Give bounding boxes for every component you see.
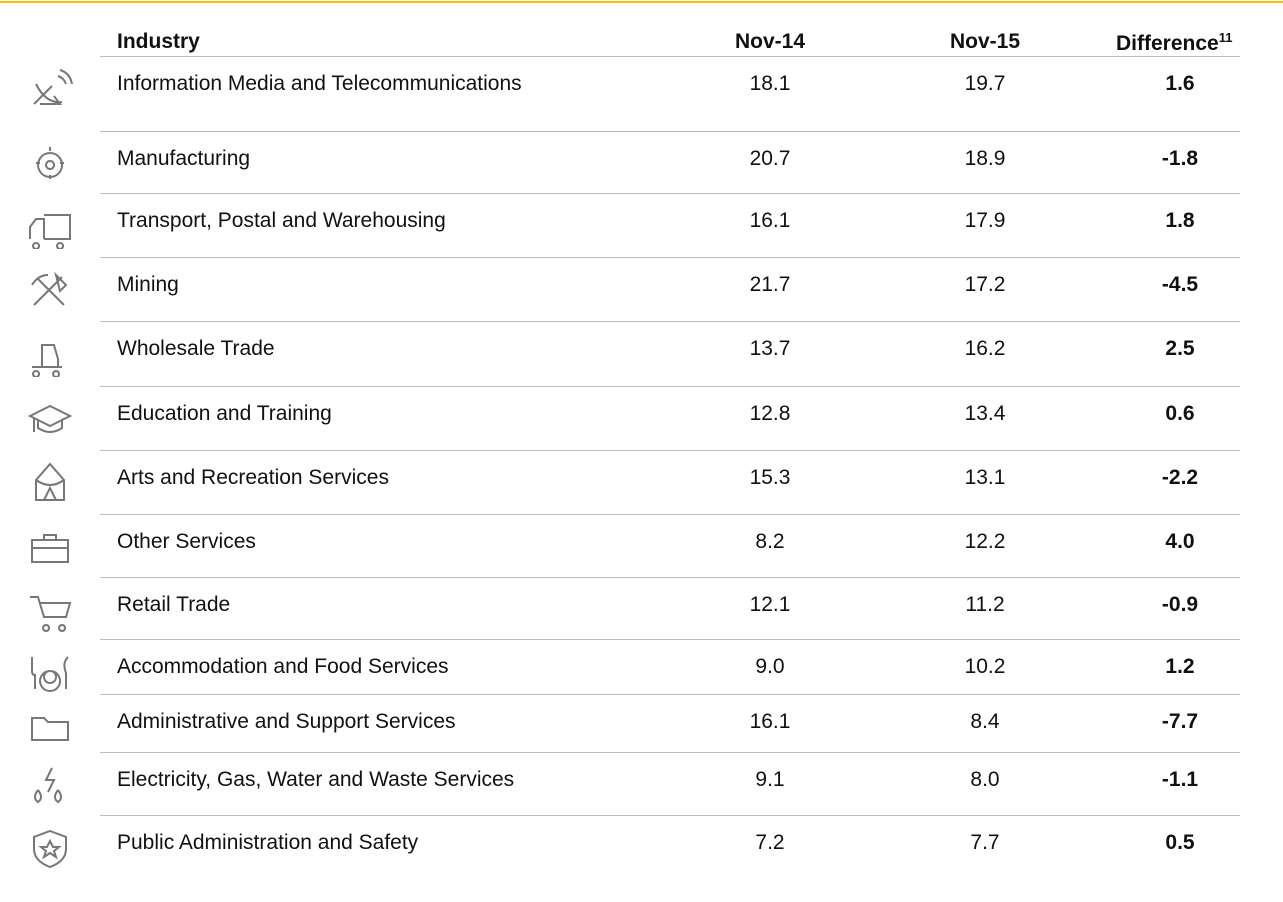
nov14-value: 12.1: [749, 593, 791, 616]
icon-shape: [33, 829, 67, 869]
row-separator: [100, 257, 1240, 258]
icon-shape: [30, 596, 72, 632]
row-separator: [100, 450, 1240, 451]
difference-value: -4.5: [1161, 273, 1199, 296]
industry-icon: [31, 717, 69, 741]
difference-value: 4.0: [1165, 530, 1195, 553]
nov14-value: 9.1: [755, 768, 785, 791]
header-difference: Difference11: [1116, 30, 1232, 56]
industry-name: Electricity, Gas, Water and Waste Servic…: [117, 768, 515, 791]
difference-value: 0.5: [1165, 831, 1195, 854]
industry-name: Information Media and Telecommunications: [117, 72, 522, 95]
nov14-value: 18.1: [749, 72, 791, 95]
nov15-value: 19.7: [964, 72, 1006, 95]
difference-value: 1.2: [1165, 655, 1195, 678]
nov15-value: 18.9: [964, 147, 1006, 170]
difference-value: 0.6: [1165, 402, 1195, 425]
row-separator: [100, 577, 1240, 578]
industry-name: Arts and Recreation Services: [117, 466, 389, 489]
row-separator: [100, 321, 1240, 322]
row-separator: [100, 56, 1240, 57]
industry-name: Transport, Postal and Warehousing: [117, 209, 446, 232]
difference-value: 2.5: [1165, 337, 1195, 360]
nov14-value: 9.0: [755, 655, 785, 678]
row-separator: [100, 815, 1240, 816]
nov14-value: 20.7: [749, 147, 791, 170]
header-industry: Industry: [117, 30, 200, 53]
nov15-value: 8.0: [970, 768, 1000, 791]
difference-value: -7.7: [1161, 710, 1199, 733]
industry-name: Mining: [117, 273, 179, 296]
industry-icon: [35, 462, 65, 501]
top-rule: [0, 1, 1283, 3]
industry-name: Wholesale Trade: [117, 337, 275, 360]
nov15-value: 13.1: [964, 466, 1006, 489]
nov15-value: 12.2: [964, 530, 1006, 553]
nov14-value: 13.7: [749, 337, 791, 360]
row-separator: [100, 514, 1240, 515]
row-separator: [100, 131, 1240, 132]
industry-icon: [30, 596, 72, 632]
icon-shape: [31, 656, 69, 692]
difference-value: -2.2: [1161, 466, 1199, 489]
nov15-value: 17.9: [964, 209, 1006, 232]
row-separator: [100, 694, 1240, 695]
row-separator: [100, 193, 1240, 194]
nov15-value: 7.7: [970, 831, 1000, 854]
difference-value: 1.8: [1165, 209, 1195, 232]
industry-icon: [27, 404, 73, 433]
nov15-value: 17.2: [964, 273, 1006, 296]
nov14-value: 16.1: [749, 209, 791, 232]
footnote-ref: 11: [1218, 30, 1233, 45]
industry-icon: [31, 656, 69, 692]
industry-icon: [29, 214, 71, 249]
nov14-value: 7.2: [755, 831, 785, 854]
nov15-value: 10.2: [964, 655, 1006, 678]
nov14-value: 12.8: [749, 402, 791, 425]
icon-shape: [31, 271, 68, 306]
industry-icon: [31, 271, 68, 306]
icon-shape: [36, 147, 64, 179]
nov15-value: 16.2: [964, 337, 1006, 360]
nov14-value: 21.7: [749, 273, 791, 296]
nov15-value: 11.2: [965, 593, 1005, 616]
industry-name: Administrative and Support Services: [117, 710, 456, 733]
icon-shape: [31, 717, 69, 741]
header-nov15: Nov-15: [949, 30, 1021, 53]
industry-name: Public Administration and Safety: [117, 831, 419, 854]
icon-shape: [34, 767, 62, 804]
icon-shape: [31, 534, 69, 563]
header-difference-text: Difference: [1116, 32, 1219, 55]
industry-name: Retail Trade: [117, 593, 231, 616]
industry-icon: [31, 534, 69, 563]
nov15-value: 8.4: [970, 710, 1000, 733]
industry-name: Manufacturing: [117, 147, 251, 170]
icon-shape: [33, 69, 73, 105]
icon-shape: [27, 404, 73, 433]
nov14-value: 16.1: [749, 710, 791, 733]
icon-shape: [35, 462, 65, 501]
row-separator: [100, 386, 1240, 387]
industry-name: Education and Training: [117, 402, 332, 425]
industry-icon: [33, 69, 73, 105]
difference-value: 1.6: [1165, 72, 1195, 95]
industry-name: Other Services: [117, 530, 256, 553]
industry-icon: [34, 767, 62, 804]
row-separator: [100, 639, 1240, 640]
industry-icon: [32, 344, 62, 377]
difference-value: -1.8: [1161, 147, 1199, 170]
industry-icon: [33, 829, 67, 869]
nov14-value: 8.2: [755, 530, 785, 553]
difference-value: -1.1: [1161, 768, 1199, 791]
header-nov14: Nov-14: [734, 30, 806, 53]
industry-name: Accommodation and Food Services: [117, 655, 449, 678]
icon-shape: [32, 344, 62, 377]
difference-value: -0.9: [1161, 593, 1199, 616]
icon-shape: [29, 214, 71, 249]
industry-icon: [36, 147, 64, 179]
row-separator: [100, 752, 1240, 753]
nov15-value: 13.4: [964, 402, 1006, 425]
nov14-value: 15.3: [749, 466, 791, 489]
